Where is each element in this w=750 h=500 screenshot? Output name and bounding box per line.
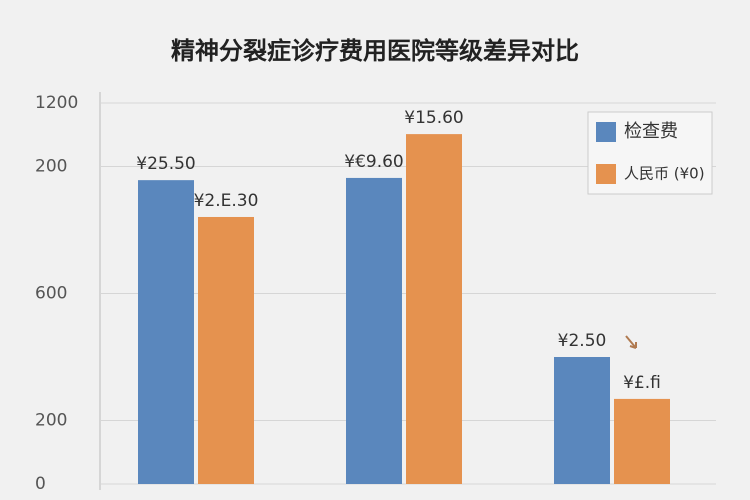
bar	[346, 177, 402, 484]
legend-swatch	[596, 122, 616, 142]
bar	[614, 398, 670, 484]
value-label: ¥€9.60	[344, 152, 403, 172]
arrow-decoration	[625, 335, 637, 349]
value-label: ¥15.60	[404, 108, 463, 128]
legend-swatch	[596, 164, 616, 184]
y-tick-label: 1200	[35, 93, 78, 113]
bar	[138, 180, 194, 484]
y-tick-label: 200	[35, 411, 67, 431]
value-label: ¥£.fi	[623, 373, 661, 393]
chart-title: 精神分裂症诊疗费用医院等级差异对比	[171, 37, 579, 65]
legend-label: 人民币 (¥0)	[624, 165, 705, 183]
value-label: ¥25.50	[136, 154, 195, 174]
value-label: ¥2.E.30	[194, 191, 259, 211]
bar	[406, 134, 462, 485]
y-tick-label: 200	[35, 157, 67, 177]
legend-label: 检查费	[624, 121, 678, 142]
value-label: ¥2.50	[558, 331, 607, 351]
bar	[198, 216, 254, 485]
y-tick-label: 600	[35, 284, 67, 304]
y-tick-label: 0	[35, 474, 46, 494]
bar	[554, 357, 610, 484]
